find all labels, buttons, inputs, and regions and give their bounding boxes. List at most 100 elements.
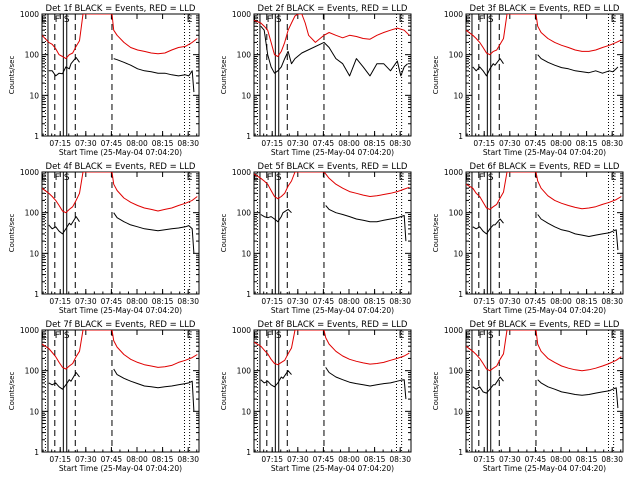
y-axis: 1 10 100 1000 Counts/sec [432,168,623,299]
event-marker-s: S [488,331,494,341]
x-tick-label: 08:30 [389,139,411,148]
x-tick-label: 08:30 [177,455,199,464]
y-tick-label: 10 [29,249,39,258]
x-tick-label: 07:30 [499,139,521,148]
event-marker-f: F [267,15,272,25]
chart-panel-7: Det 7f BLACK = Events, RED = LLD 1 10 100 10… [8,320,200,473]
panel-title: Det 7f BLACK = Events, RED = LLD [46,320,196,330]
event-marker-f: F [267,173,272,183]
plot-frame [465,13,624,137]
y-axis: 1 10 100 1000 Counts/sec [220,168,411,299]
series-events-line [260,205,407,242]
y-axis: 1 10 100 1000 Counts/sec [8,326,199,457]
x-tick-label: 07:15 [49,139,71,148]
x-tick-label: 07:30 [287,455,309,464]
series-events-line [260,25,408,77]
series-layer [42,330,198,412]
x-tick-label: 07:30 [499,297,521,306]
y-tick-label: 100 [25,51,40,60]
x-axis-label: Start Time (25-May-04 07:04:20) [271,148,394,157]
x-tick-label: 08:15 [152,455,174,464]
x-axis-label: Start Time (25-May-04 07:04:20) [483,464,606,473]
event-marker-s: S [488,173,494,183]
series-layer [466,14,622,77]
panel-title: Det 5f BLACK = Events, RED = LLD [258,162,408,172]
x-tick-label: 07:15 [261,455,283,464]
event-marker-e: E [465,173,471,183]
event-lines [256,330,403,452]
x-axis-label: Start Time (25-May-04 07:04:20) [59,148,182,157]
x-tick-label: 08:15 [576,139,598,148]
series-events-line [48,368,195,412]
event-marker-e: E [187,173,193,183]
event-marker-e: E [399,15,405,25]
event-marker-e: E [253,15,259,25]
event-marker-e: E [611,331,617,341]
event-marker-f: F [267,331,272,341]
x-tick-label: 07:45 [313,455,335,464]
event-marker-f: F [55,331,60,341]
x-tick-label: 08:30 [601,139,623,148]
x-tick-label: 07:15 [261,139,283,148]
x-tick-label: 07:30 [287,139,309,148]
series-events-line [48,57,195,93]
y-axis-label: Counts/sec [432,56,440,95]
y-axis: 1 10 100 1000 Counts/sec [220,326,411,457]
series-events-line [48,212,195,254]
event-marker-f: F [55,173,60,183]
chart-panel-5: Det 5f BLACK = Events, RED = LLD 1 10 100 10… [220,162,412,315]
series-events-line [472,54,619,77]
x-axis-label: Start Time (25-May-04 07:04:20) [271,306,394,315]
y-tick-label: 10 [29,91,39,100]
x-axis-label: Start Time (25-May-04 07:04:20) [59,306,182,315]
event-marker-e: E [253,331,259,341]
y-tick-label: 10 [29,407,39,416]
x-tick-label: 07:15 [49,455,71,464]
y-tick-label: 1 [458,132,463,141]
series-layer [42,14,198,93]
plot-frame [41,13,200,137]
event-marker-f: F [479,173,484,183]
x-tick-label: 08:15 [364,297,386,306]
y-axis-label: Counts/sec [432,372,440,411]
y-tick-label: 1000 [444,326,463,335]
event-marker-e: E [253,173,259,183]
plot-frame [41,329,200,453]
chart-panel-2: Det 2f BLACK = Events, RED = LLD 1 10 100 10… [220,4,412,157]
series-events-line [472,214,619,251]
plot-frame [465,329,624,453]
x-tick-label: 08:15 [152,297,174,306]
x-tick-label: 07:45 [525,297,547,306]
y-tick-label: 100 [25,209,40,218]
x-tick-label: 07:15 [473,297,495,306]
event-marker-e: E [399,173,405,183]
x-tick-label: 08:30 [601,455,623,464]
x-tick-label: 08:00 [550,455,572,464]
y-tick-label: 100 [449,51,464,60]
event-marker-e: E [41,173,47,183]
y-tick-label: 1000 [444,10,463,19]
y-axis: 1 10 100 1000 Counts/sec [220,10,411,141]
panel-title: Det 3f BLACK = Events, RED = LLD [470,4,620,14]
y-tick-label: 1000 [20,326,39,335]
series-lld-line [254,330,410,366]
plot-frame [253,171,412,295]
x-tick-label: 07:45 [525,139,547,148]
series-lld-line [254,14,410,57]
y-tick-label: 10 [453,407,463,416]
event-marker-s: S [276,173,282,183]
x-tick-label: 07:30 [75,139,97,148]
x-tick-label: 07:30 [75,297,97,306]
series-lld-line [42,330,198,370]
x-axis-label: Start Time (25-May-04 07:04:20) [59,464,182,473]
y-tick-label: 1000 [232,326,251,335]
y-tick-label: 10 [241,91,251,100]
series-events-line [472,376,619,409]
y-axis: 1 10 100 1000 Counts/sec [432,10,623,141]
